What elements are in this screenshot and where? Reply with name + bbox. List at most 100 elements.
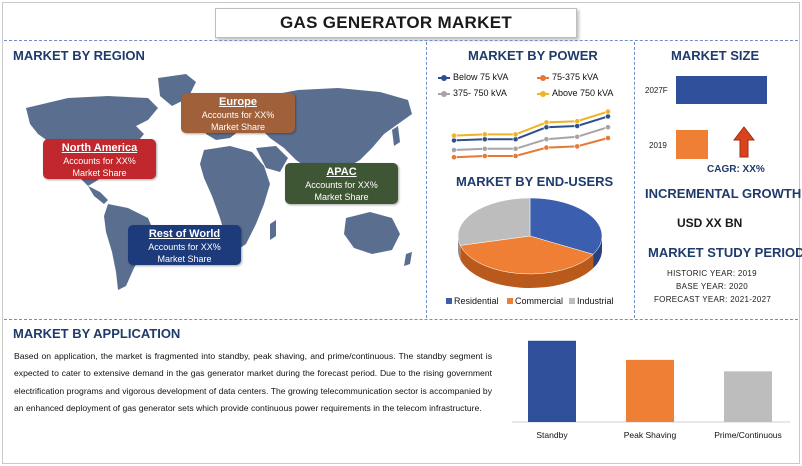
region-box-europe: Europe Accounts for XX% Market Share: [181, 93, 295, 133]
legend-swatch: [537, 74, 549, 81]
series-2-point-5: [605, 124, 611, 131]
legend-item-below-75: Below 75 kVA: [438, 72, 508, 82]
power-line-chart: [451, 108, 611, 161]
divider-power-size: [634, 42, 635, 318]
growth-arrow-icon: [733, 126, 755, 158]
series-0-point-3: [543, 124, 550, 131]
region-box-north-america: North America Accounts for XX% Market Sh…: [43, 139, 156, 179]
region-share-text: Accounts for XX%: [63, 156, 136, 166]
region-name: APAC: [326, 166, 357, 178]
legend-swatch: [537, 90, 549, 97]
series-0-point-5: [605, 113, 611, 120]
series-0-point-2: [512, 136, 519, 143]
region-share-label: Market Share: [210, 122, 266, 132]
tick-label-2: Prime/Continuous: [714, 430, 782, 440]
region-name: Rest of World: [148, 228, 221, 240]
bar-peak-shaving: [626, 359, 674, 422]
region-name: Europe: [219, 96, 257, 108]
series-1-point-1: [481, 153, 488, 159]
market-size-bar-2019: [676, 130, 708, 159]
historic-year: HISTORIC YEAR: 2019: [667, 269, 757, 278]
series-1-point-4: [574, 143, 581, 150]
series-3-point-5: [605, 108, 611, 115]
series-1-point-2: [512, 153, 519, 159]
legend-item-commercial: Commercial: [507, 296, 563, 306]
application-paragraph: Based on application, the market is frag…: [14, 351, 492, 413]
bar-label-2027: 2027F: [645, 86, 668, 95]
incremental-growth-heading: INCREMENTAL GROWTH: [645, 186, 802, 201]
series-3-point-0: [451, 132, 457, 139]
region-name: North America: [61, 142, 138, 154]
series-2-point-3: [543, 136, 550, 143]
series-1-point-5: [605, 135, 611, 141]
legend-label: 75-375 kVA: [552, 72, 599, 82]
legend-swatch: [446, 298, 452, 304]
series-line-0: [453, 115, 609, 142]
series-line-3: [453, 110, 609, 137]
power-heading: MARKET BY POWER: [468, 48, 598, 63]
region-box-apac: APAC Accounts for XX% Market Share: [285, 163, 398, 204]
market-size-heading: MARKET SIZE: [671, 48, 760, 63]
series-1-point-3: [543, 144, 550, 151]
legend-item-75-375: 75-375 kVA: [537, 72, 598, 82]
legend-label: Below 75 kVA: [453, 72, 509, 82]
region-heading: MARKET BY REGION: [13, 48, 145, 63]
region-share-label: Market Share: [72, 168, 127, 178]
incremental-growth-value: USD XX BN: [677, 216, 743, 230]
region-share-label: Market Share: [157, 254, 212, 264]
legend-label: Residential: [454, 296, 499, 306]
bar-standby: [528, 340, 576, 422]
legend-label: Industrial: [577, 296, 614, 306]
end-users-heading: MARKET BY END-USERS: [456, 174, 614, 189]
study-period-heading: MARKET STUDY PERIOD: [648, 245, 802, 260]
pie-side-1-0: [460, 245, 594, 288]
tick-label-0: Standby: [536, 430, 568, 440]
forecast-year: FORECAST YEAR: 2021-2027: [654, 295, 772, 304]
divider-region-power: [426, 42, 427, 318]
pie-slice-commercial: [459, 235, 594, 275]
series-3-point-2: [512, 131, 519, 138]
series-2-point-0: [451, 147, 457, 153]
top-divider: [4, 40, 798, 41]
legend-item-residential: Residential: [446, 296, 499, 306]
middle-divider: [4, 319, 798, 320]
series-1-point-0: [451, 154, 457, 161]
series-3-point-4: [574, 118, 581, 125]
page-title: GAS GENERATOR MARKET: [215, 8, 577, 38]
series-line-1: [453, 137, 609, 159]
market-size-bar-2027: [676, 76, 767, 104]
legend-item-375-750: 375- 750 kVA: [438, 88, 507, 98]
bar-label-2019: 2019: [649, 141, 667, 150]
legend-label: Above 750 kVA: [552, 88, 614, 98]
pie-slice-residential: [529, 197, 603, 255]
series-3-point-1: [481, 131, 488, 138]
region-share-label: Market Share: [314, 192, 369, 202]
series-0-point-4: [574, 123, 581, 129]
legend-swatch: [507, 298, 513, 304]
legend-label: 375- 750 kVA: [453, 88, 507, 98]
series-3-point-3: [543, 119, 550, 126]
series-2-point-4: [574, 133, 581, 140]
region-share-text: Accounts for XX%: [305, 180, 378, 190]
cagr-text: CAGR: XX%: [707, 164, 765, 175]
pie-side-0-0: [593, 236, 602, 269]
application-heading: MARKET BY APPLICATION: [13, 326, 181, 341]
series-2-point-2: [512, 145, 519, 152]
region-share-text: Accounts for XX%: [148, 242, 221, 252]
bar-prime-continuous: [724, 371, 772, 422]
region-share-text: Accounts for XX%: [201, 110, 275, 120]
base-year: BASE YEAR: 2020: [676, 282, 748, 291]
application-bar-chart: Standby Peak Shaving Prime/Continuous: [512, 340, 790, 440]
series-2-point-1: [481, 145, 488, 152]
legend-swatch: [438, 74, 450, 81]
series-0-point-1: [481, 136, 488, 143]
pie-slice-industrial: [457, 197, 531, 246]
legend-swatch: [438, 90, 450, 97]
legend-item-industrial: Industrial: [569, 296, 614, 306]
legend-item-above-750: Above 750 kVA: [537, 88, 613, 98]
series-0-point-0: [451, 137, 457, 144]
series-line-2: [453, 126, 609, 151]
legend-swatch: [569, 298, 575, 304]
tick-label-1: Peak Shaving: [624, 430, 677, 440]
